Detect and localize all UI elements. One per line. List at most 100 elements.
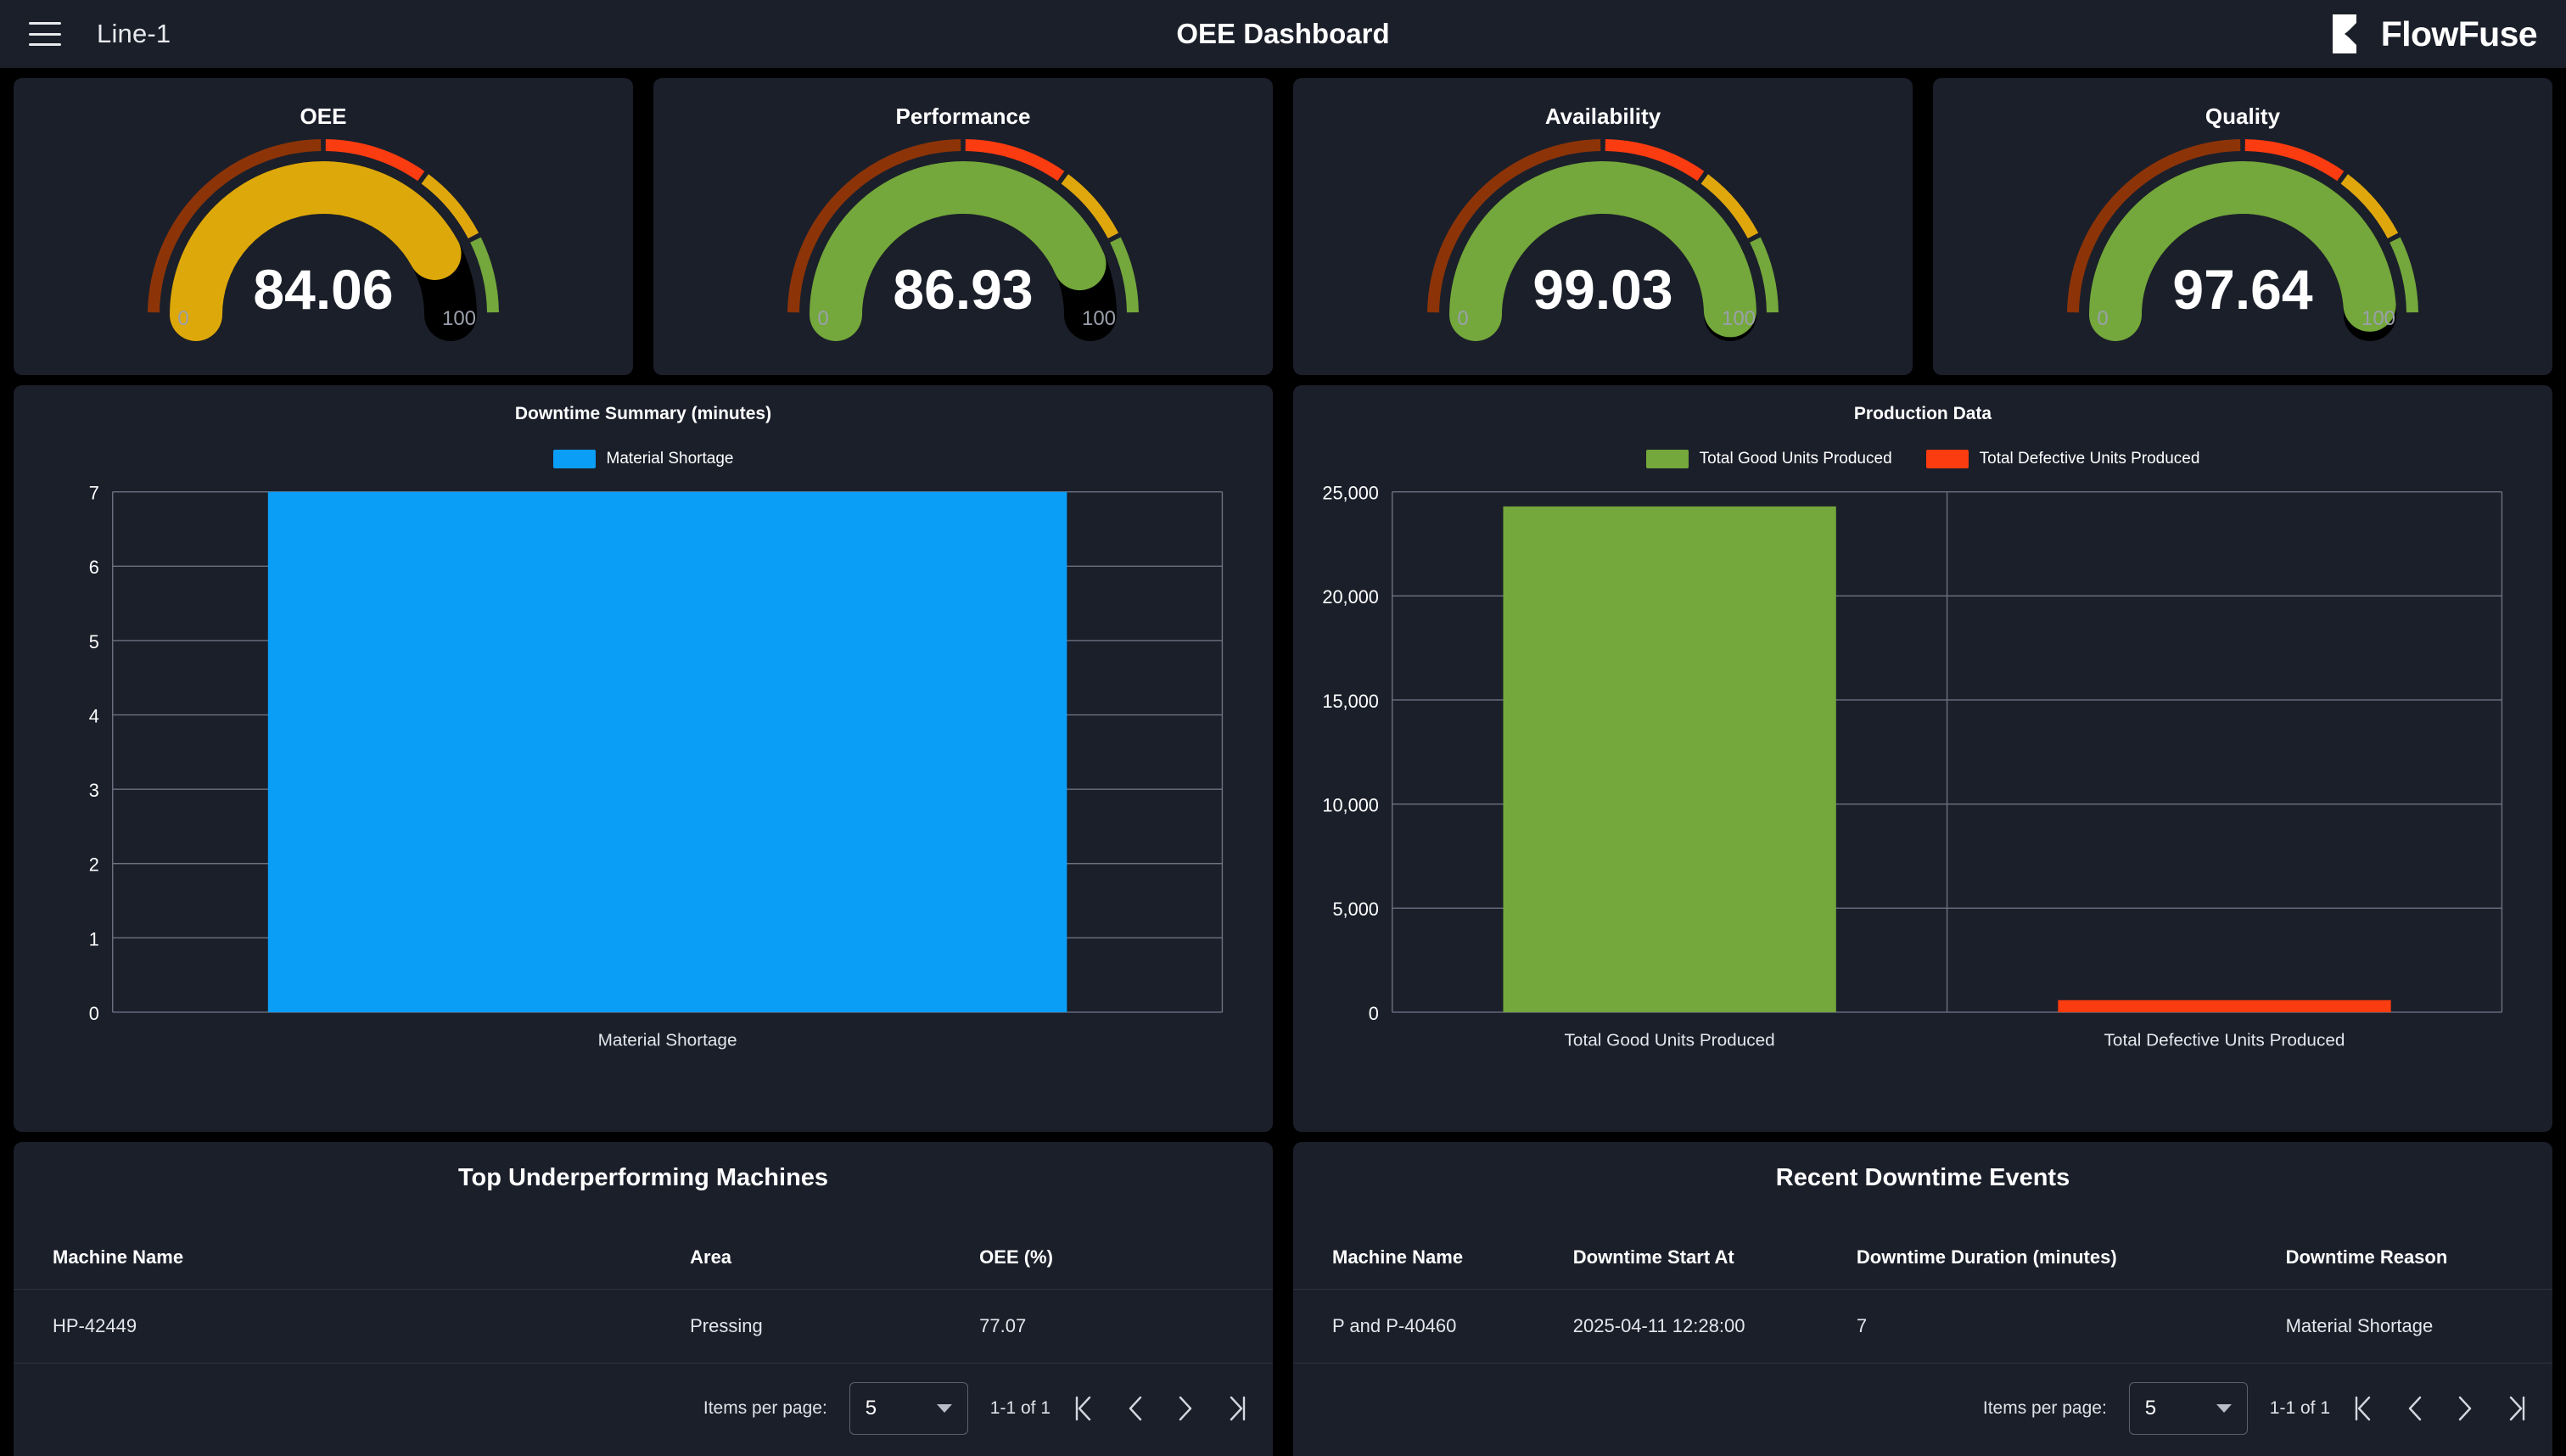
legend-label: Material Shortage <box>606 450 734 468</box>
chevron-down-icon <box>936 1404 952 1413</box>
data-table: Machine Name Area OEE (%) HP-42449 Pressing 7… <box>14 1229 1273 1364</box>
chart-title: Downtime Summary (minutes) <box>514 404 772 423</box>
data-table: Machine Name Downtime Start At Downtime Du… <box>1293 1229 2552 1364</box>
svg-text:0: 0 <box>177 307 188 330</box>
chart-card-production-data: Production Data Total Good Units Produce… <box>1293 385 2552 1132</box>
table-header-row: Machine Name Downtime Start At Downtime Du… <box>1293 1229 2552 1290</box>
gauge-quality: 0 100 97.64 <box>1933 130 2552 359</box>
svg-text:5,000: 5,000 <box>1332 899 1378 920</box>
page-range-label: 1-1 of 1 <box>989 1398 1050 1418</box>
svg-text:2: 2 <box>89 854 99 876</box>
items-per-page-value: 5 <box>865 1397 877 1420</box>
table-cell: Material Shortage <box>2285 1289 2552 1364</box>
legend-swatch <box>552 450 596 468</box>
last-page-icon[interactable] <box>2505 1394 2527 1423</box>
svg-text:1: 1 <box>89 928 99 949</box>
gauge-card-quality: Quality 0 100 97.64 <box>1933 78 2552 375</box>
column-header[interactable]: Machine Name <box>1293 1229 1573 1290</box>
legend-item[interactable]: Total Defective Units Produced <box>1925 450 2199 468</box>
table-cell: P and P-40460 <box>1293 1289 1573 1364</box>
chart-card-downtime-summary: Downtime Summary (minutes) Material Shor… <box>14 385 1273 1132</box>
line-name-label: Line-1 <box>97 19 171 48</box>
table-cell: 7 <box>1856 1289 2286 1364</box>
next-page-icon[interactable] <box>2454 1394 2476 1423</box>
svg-text:0: 0 <box>2097 307 2108 330</box>
svg-text:5: 5 <box>89 631 99 652</box>
svg-text:4: 4 <box>89 705 99 726</box>
pager-buttons <box>2352 1394 2527 1423</box>
previous-page-icon[interactable] <box>1123 1394 1146 1423</box>
paginator: Items per page: 5 1-1 of 1 <box>14 1364 1273 1435</box>
items-per-page-value: 5 <box>2144 1397 2157 1420</box>
paginator: Items per page: 5 1-1 of 1 <box>1293 1364 2552 1435</box>
svg-text:20,000: 20,000 <box>1322 586 1379 608</box>
items-per-page-select[interactable]: 5 <box>849 1382 968 1435</box>
table-cell: HP-42449 <box>14 1289 691 1364</box>
column-header[interactable]: OEE (%) <box>979 1229 1273 1290</box>
column-header[interactable]: Machine Name <box>14 1229 691 1290</box>
column-header[interactable]: Downtime Start At <box>1572 1229 1857 1290</box>
last-page-icon[interactable] <box>1225 1394 1247 1423</box>
hamburger-menu-icon[interactable] <box>29 22 61 46</box>
table-row[interactable]: HP-42449 Pressing 77.07 <box>14 1289 1273 1364</box>
svg-text:100: 100 <box>1722 307 1756 330</box>
svg-text:100: 100 <box>2362 307 2395 330</box>
table-row[interactable]: P and P-40460 2025-04-11 12:28:00 7 Materia… <box>1293 1289 2552 1364</box>
legend-swatch <box>1925 450 1969 468</box>
flowfuse-logo-icon <box>2332 14 2356 53</box>
first-page-icon[interactable] <box>2352 1394 2374 1423</box>
legend-swatch <box>1645 450 1689 468</box>
previous-page-icon[interactable] <box>2403 1394 2425 1423</box>
gauge-card-performance: Performance 0 100 86.93 <box>653 78 1273 375</box>
svg-text:10,000: 10,000 <box>1322 795 1379 816</box>
svg-text:Material Shortage: Material Shortage <box>598 1031 737 1050</box>
gauge-svg: 0 100 <box>2067 139 2418 341</box>
gauge-performance: 0 100 86.93 <box>653 130 1273 359</box>
table-title: Top Underperforming Machines <box>457 1164 829 1191</box>
svg-text:0: 0 <box>1457 307 1468 330</box>
table-title: Recent Downtime Events <box>1775 1164 2070 1191</box>
gauge-svg: 0 100 <box>148 139 499 341</box>
charts-row: Downtime Summary (minutes) Material Shor… <box>14 385 2552 1132</box>
gauge-card-availability: Availability 0 100 99.03 <box>1293 78 1913 375</box>
svg-text:0: 0 <box>817 307 828 330</box>
gauge-value: 86.93 <box>893 258 1034 321</box>
table-card-top-underperforming-machines: Top Underperforming Machines Machine Nam… <box>14 1142 1273 1456</box>
chart-svg: 0 1 2 3 4 5 6 7 Material Shortage <box>89 483 1224 1050</box>
chevron-down-icon <box>2216 1404 2232 1413</box>
svg-text:100: 100 <box>442 307 476 330</box>
table-header-row: Machine Name Area OEE (%) <box>14 1229 1273 1290</box>
column-header[interactable]: Area <box>690 1229 980 1290</box>
brand-logo: FlowFuse <box>2331 13 2538 55</box>
kpi-gauge-row: OEE 0 100 84.06 Performance 0 100 86.93 Av… <box>14 78 2552 375</box>
gauge-title: Availability <box>1544 104 1661 129</box>
svg-text:Total Good Units Produced: Total Good Units Produced <box>1565 1031 1775 1050</box>
chart-svg: 0 5,000 10,000 15,000 20,000 25,000 Total Good… <box>1322 483 2503 1050</box>
column-header[interactable]: Downtime Duration (minutes) <box>1856 1229 2286 1290</box>
svg-text:6: 6 <box>89 557 99 578</box>
gauge-title: OEE <box>300 104 347 129</box>
gauge-svg: 0 100 <box>1427 139 1779 341</box>
column-header[interactable]: Downtime Reason <box>2285 1229 2552 1290</box>
legend-item[interactable]: Material Shortage <box>552 450 734 468</box>
svg-text:25,000: 25,000 <box>1322 483 1379 504</box>
items-per-page-label: Items per page: <box>1982 1398 2107 1418</box>
app-header: Line-1 OEE Dashboard FlowFuse <box>0 0 2566 68</box>
table-cell: Pressing <box>690 1289 980 1364</box>
gauge-value: 97.64 <box>2172 258 2313 321</box>
tables-row: Top Underperforming Machines Machine Nam… <box>14 1142 2552 1456</box>
svg-text:3: 3 <box>89 780 99 801</box>
items-per-page-label: Items per page: <box>703 1398 827 1418</box>
gauge-title: Performance <box>895 104 1031 129</box>
brand-name: FlowFuse <box>2380 14 2538 53</box>
first-page-icon[interactable] <box>1073 1394 1095 1423</box>
next-page-icon[interactable] <box>1174 1394 1196 1423</box>
page-title: OEE Dashboard <box>1176 18 1390 49</box>
production-data-plot: 0 5,000 10,000 15,000 20,000 25,000 Total Good… <box>1293 480 2535 1074</box>
svg-text:7: 7 <box>89 483 99 504</box>
gauge-title: Quality <box>2205 104 2281 129</box>
legend-item[interactable]: Total Good Units Produced <box>1645 450 1892 468</box>
table-cell: 2025-04-11 12:28:00 <box>1572 1289 1857 1364</box>
gauge-oee: 0 100 84.06 <box>14 130 633 359</box>
items-per-page-select[interactable]: 5 <box>2128 1382 2248 1435</box>
